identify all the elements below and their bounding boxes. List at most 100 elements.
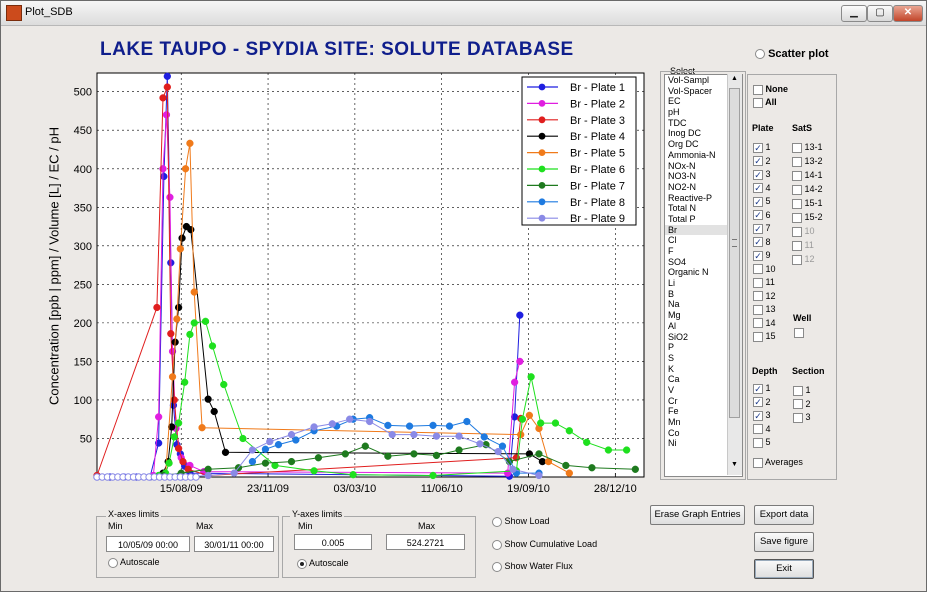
plate-option-15[interactable]: 15 xyxy=(753,331,776,342)
show-load-option[interactable]: Show Load xyxy=(492,516,550,527)
scatter-plot-option[interactable]: Scatter plot xyxy=(755,48,829,60)
select-item-ammonia-n[interactable]: Ammonia-N xyxy=(668,149,716,160)
sats-checkbox[interactable] xyxy=(792,212,802,223)
y-max-input[interactable]: 524.2721 xyxy=(386,534,465,550)
select-item-mg[interactable]: Mg xyxy=(668,310,681,321)
section-option-1[interactable]: 1 xyxy=(793,385,811,396)
plate-checkbox[interactable]: ✓ xyxy=(753,156,763,167)
select-item-ec[interactable]: EC xyxy=(668,96,681,107)
plate-option-10[interactable]: 10 xyxy=(753,264,776,275)
select-item-vol-spacer[interactable]: Vol-Spacer xyxy=(668,85,713,96)
depth-checkbox[interactable]: ✓ xyxy=(753,397,763,408)
section-option-3[interactable]: 3 xyxy=(793,412,811,423)
select-item-f[interactable]: F xyxy=(668,246,674,256)
select-item-k[interactable]: K xyxy=(668,363,675,374)
plate-checkbox[interactable] xyxy=(753,331,763,342)
section-checkbox[interactable] xyxy=(793,412,803,423)
select-item-inog-dc[interactable]: Inog DC xyxy=(668,128,702,139)
save-figure-button[interactable]: Save figure xyxy=(754,532,814,552)
x-min-input[interactable]: 10/05/09 00:00 xyxy=(106,536,190,552)
select-item-b[interactable]: B xyxy=(668,288,675,299)
select-item-ca[interactable]: Ca xyxy=(668,374,680,385)
select-item-ni[interactable]: Ni xyxy=(668,438,677,449)
select-item-sio2[interactable]: SiO2 xyxy=(668,331,689,342)
select-item-reactive-p[interactable]: Reactive-P xyxy=(668,192,713,203)
y-autoscale-option[interactable]: Autoscale xyxy=(297,558,349,569)
x-max-input[interactable]: 30/01/11 00:00 xyxy=(194,536,274,552)
sats-option-14-1[interactable]: 14-1 xyxy=(792,170,823,181)
sats-option-15-2[interactable]: 15-2 xyxy=(792,212,823,223)
select-item-p[interactable]: P xyxy=(668,342,675,353)
sats-checkbox[interactable] xyxy=(792,142,802,153)
plate-option-12[interactable]: 12 xyxy=(753,291,776,302)
scroll-thumb[interactable] xyxy=(729,88,740,418)
select-item-tdc[interactable]: TDC xyxy=(668,117,687,128)
sats-option-13-2[interactable]: 13-2 xyxy=(792,156,823,167)
sats-checkbox[interactable] xyxy=(792,254,802,265)
sats-checkbox[interactable] xyxy=(792,198,802,209)
select-item-org-dc[interactable]: Org DC xyxy=(668,139,699,150)
plate-checkbox[interactable]: ✓ xyxy=(753,237,763,248)
plate-checkbox[interactable]: ✓ xyxy=(753,142,763,153)
depth-checkbox[interactable] xyxy=(753,437,763,448)
plate-option-9[interactable]: ✓ 9 xyxy=(753,250,771,261)
plate-option-1[interactable]: ✓ 1 xyxy=(753,142,771,153)
show-water-flux-radio[interactable] xyxy=(492,561,502,572)
select-item-fe[interactable]: Fe xyxy=(668,406,679,417)
plate-option-6[interactable]: ✓ 6 xyxy=(753,210,771,221)
scatter-plot-radio[interactable] xyxy=(755,49,765,60)
select-item-v[interactable]: V xyxy=(668,384,675,395)
plate-checkbox[interactable] xyxy=(753,277,763,288)
show-water-flux-option[interactable]: Show Water Flux xyxy=(492,561,573,572)
plate-checkbox[interactable]: ✓ xyxy=(753,183,763,194)
select-item-total-p[interactable]: Total P xyxy=(668,213,696,224)
plate-checkbox[interactable] xyxy=(753,264,763,275)
select-item-ph[interactable]: pH xyxy=(668,107,680,118)
depth-checkbox[interactable]: ✓ xyxy=(753,410,763,421)
select-item-organic-n[interactable]: Organic N xyxy=(668,267,709,278)
select-item-al[interactable]: Al xyxy=(668,320,677,331)
plate-option-7[interactable]: ✓ 7 xyxy=(753,223,771,234)
y-autoscale-radio[interactable] xyxy=(297,558,307,569)
export-data-button[interactable]: Export data xyxy=(754,505,814,525)
sats-checkbox[interactable] xyxy=(792,170,802,181)
scroll-up-icon[interactable]: ▲ xyxy=(731,75,738,82)
select-item-co[interactable]: Co xyxy=(668,427,680,438)
scroll-down-icon[interactable]: ▼ xyxy=(731,461,738,468)
depth-option-2[interactable]: ✓ 2 xyxy=(753,397,771,408)
plate-option-11[interactable]: 11 xyxy=(753,277,775,288)
all-option[interactable]: All xyxy=(753,97,777,108)
depth-checkbox[interactable] xyxy=(753,424,763,435)
sats-checkbox[interactable] xyxy=(792,226,802,237)
close-button[interactable]: ✕ xyxy=(893,5,923,22)
sats-checkbox[interactable] xyxy=(792,184,802,195)
x-autoscale-option[interactable]: Autoscale xyxy=(108,557,160,568)
none-checkbox[interactable] xyxy=(753,84,763,95)
select-item-na[interactable]: Na xyxy=(668,299,680,310)
sats-option-14-2[interactable]: 14-2 xyxy=(792,184,823,195)
select-item-no2-n[interactable]: NO2-N xyxy=(668,181,697,192)
depth-option-3[interactable]: ✓ 3 xyxy=(753,410,771,421)
averages-option[interactable]: Averages xyxy=(753,457,803,468)
sats-checkbox[interactable] xyxy=(792,156,802,167)
plate-option-14[interactable]: 14 xyxy=(753,318,776,329)
select-item-total-n[interactable]: Total N xyxy=(668,203,697,214)
select-item-nox-n[interactable]: NOx-N xyxy=(668,160,696,171)
plate-option-5[interactable]: ✓ 5 xyxy=(753,196,771,207)
section-checkbox[interactable] xyxy=(793,399,803,410)
y-min-input[interactable]: 0.005 xyxy=(294,534,372,550)
select-item-vol-sampl[interactable]: Vol-Sampl xyxy=(668,75,710,85)
well-checkbox[interactable] xyxy=(794,327,804,338)
well-option[interactable] xyxy=(794,327,804,338)
sats-option-10[interactable]: 10 xyxy=(792,226,815,237)
plate-checkbox[interactable] xyxy=(753,318,763,329)
show-load-radio[interactable] xyxy=(492,516,502,527)
plate-checkbox[interactable]: ✓ xyxy=(753,223,763,234)
plate-checkbox[interactable]: ✓ xyxy=(753,250,763,261)
sats-option-13-1[interactable]: 13-1 xyxy=(792,142,823,153)
depth-checkbox[interactable]: ✓ xyxy=(753,383,763,394)
select-item-li[interactable]: Li xyxy=(668,278,676,289)
section-option-2[interactable]: 2 xyxy=(793,399,811,410)
erase-graph-entries-button[interactable]: Erase Graph Entries xyxy=(650,505,745,525)
x-autoscale-radio[interactable] xyxy=(108,557,118,568)
